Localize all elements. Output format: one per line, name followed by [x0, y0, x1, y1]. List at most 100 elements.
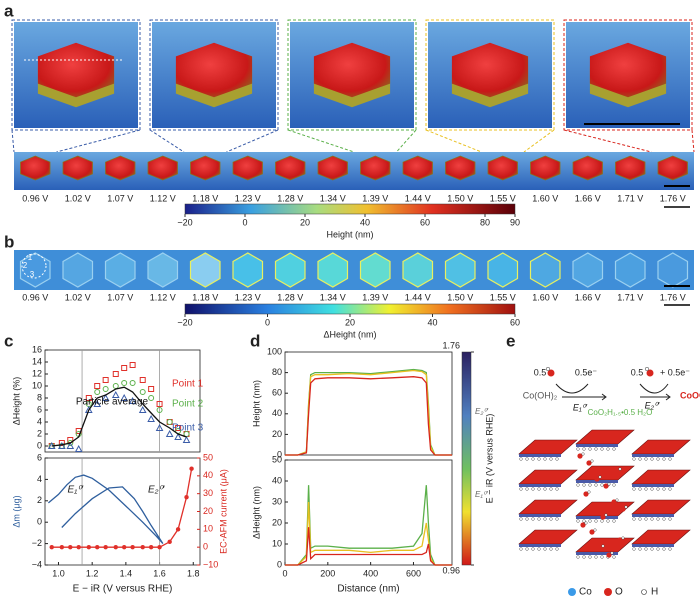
thumb-dheight: [104, 252, 136, 288]
series-label: Particle average: [76, 397, 149, 408]
legend-swatch: [604, 588, 612, 596]
marker: [94, 383, 101, 389]
zoom-connector: [425, 129, 482, 153]
layer-edge: [519, 514, 561, 517]
water-h: [587, 490, 591, 494]
atom-h: [668, 547, 672, 551]
thumb-particle: [360, 155, 391, 181]
atom-h: [555, 517, 559, 521]
water-o: [586, 460, 592, 466]
marker: [148, 395, 155, 401]
atom-h: [549, 457, 553, 461]
layer-slab: [631, 439, 691, 455]
y-tick-label: 0: [37, 517, 42, 527]
series-line: [285, 376, 452, 456]
atom-h: [537, 547, 541, 551]
water-o: [614, 468, 620, 474]
colorbar-tick-label: −20: [177, 317, 192, 327]
atom-h: [656, 517, 660, 521]
y-tick-label: 0: [277, 449, 282, 459]
marker: [140, 544, 145, 550]
voltage-label: 1.60 V: [532, 292, 558, 302]
reaction-text: Co(OH)₂: [523, 390, 558, 400]
marker: [102, 386, 109, 392]
atom-h: [582, 447, 586, 451]
voltage-label: 1.39 V: [362, 193, 388, 203]
atom-h: [638, 457, 642, 461]
y-tick-label: −4: [32, 559, 42, 569]
zoom-connector: [287, 129, 355, 153]
water-h: [581, 452, 585, 456]
particle-3d: [175, 42, 253, 98]
x-tick-label: 1.8: [187, 568, 200, 578]
atom-h: [543, 457, 547, 461]
atom-h: [612, 447, 616, 451]
marker: [156, 407, 163, 413]
water-o: [594, 476, 600, 482]
thumb-dheight: [317, 252, 349, 288]
atom-h: [525, 547, 529, 551]
water-h: [615, 498, 619, 502]
atom-h: [576, 447, 580, 451]
marker: [148, 386, 155, 392]
particle-3d: [451, 42, 529, 98]
atom-h: [612, 483, 616, 487]
water-h: [590, 459, 594, 463]
atom-h: [632, 457, 636, 461]
x-tick-label: 1.6: [153, 568, 166, 578]
atom-h: [519, 487, 523, 491]
y-tick-label: 0: [37, 440, 42, 450]
atom-h: [519, 517, 523, 521]
voltage-label: 1.55 V: [490, 193, 516, 203]
atom-h: [632, 517, 636, 521]
atom-h: [662, 547, 666, 551]
voltage-label: 0.96 V: [22, 193, 48, 203]
atom-h: [549, 517, 553, 521]
marker: [95, 544, 100, 550]
marker: [66, 441, 75, 449]
layer-slab: [518, 529, 578, 545]
water-o: [589, 529, 595, 535]
water-o: [597, 545, 603, 551]
water-h: [610, 551, 614, 555]
y-tick-label: 50: [272, 454, 282, 464]
y-axis-label: Height (nm): [251, 380, 261, 427]
reaction-text: E₂⁰′: [645, 400, 660, 410]
y-tick-label: 10: [32, 380, 42, 390]
water-o: [580, 522, 586, 528]
atom-h: [576, 483, 580, 487]
atom-h: [644, 547, 648, 551]
thumb-particle: [147, 155, 178, 181]
marker: [182, 435, 191, 443]
panel-label: e: [506, 331, 515, 350]
water-h: [621, 536, 625, 540]
atom-h: [537, 457, 541, 461]
zoom-connector: [691, 129, 695, 153]
atom-h: [600, 447, 604, 451]
atom-h: [662, 517, 666, 521]
atom-h: [650, 457, 654, 461]
x-axis-label: Distance (nm): [337, 584, 399, 595]
thumb-particle: [232, 155, 263, 181]
atom-h: [576, 555, 580, 559]
marker: [58, 440, 65, 446]
marker: [76, 544, 81, 550]
voltage-label: 1.76 V: [660, 292, 686, 302]
colorbar-tick-label: 0: [265, 317, 270, 327]
atom-o: [547, 369, 555, 377]
thumb-particle: [105, 155, 136, 181]
y-tick-label: 8: [37, 392, 42, 402]
thumb-particle: [615, 155, 646, 181]
reaction-text: 0.5: [534, 367, 547, 377]
atom-h: [555, 487, 559, 491]
x-tick-label: 1.4: [120, 568, 133, 578]
thumb-dheight: [359, 252, 391, 288]
voltage-label: 1.28 V: [277, 193, 303, 203]
zoom-frame: [425, 19, 555, 131]
colorbar-tick-label: 90: [510, 217, 520, 227]
reaction-text: E₁⁰′: [573, 402, 587, 412]
particle-3d: [589, 42, 667, 98]
x-tick-label: 600: [406, 568, 421, 578]
panel-label: a: [4, 1, 14, 20]
point-mark: 1: [28, 253, 33, 262]
